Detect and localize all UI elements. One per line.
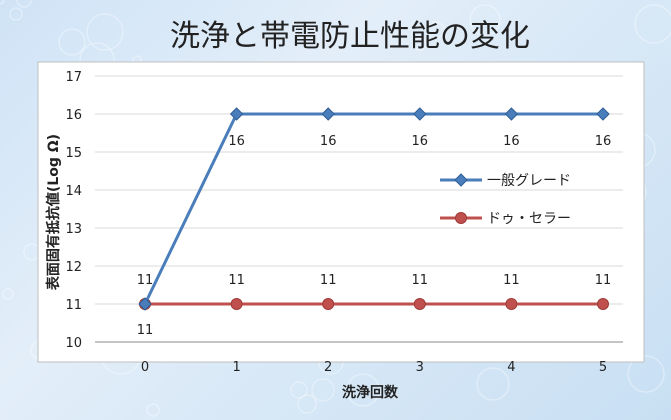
texture-bubble (290, 381, 308, 399)
texture-bubble (2, 288, 14, 300)
data-label: 11 (595, 273, 612, 288)
series-marker (138, 297, 152, 311)
x-tick-label: 3 (416, 360, 424, 375)
series-marker (596, 107, 610, 121)
y-axis-ticks: 10 11 12 13 14 15 16 17 (65, 70, 82, 351)
series (138, 107, 610, 311)
data-label: 16 (503, 134, 520, 149)
data-label: 11 (137, 323, 154, 338)
texture-bubble (346, 373, 380, 407)
series-marker (229, 107, 244, 121)
texture-bubble (427, 21, 445, 39)
data-label: 11 (320, 273, 337, 288)
texture-bubble (469, 4, 501, 36)
x-tick-label: 5 (599, 360, 607, 375)
texture-bubble (146, 403, 160, 417)
x-axis-ticks: 0 1 2 3 4 5 (141, 360, 607, 375)
x-tick-label: 1 (232, 360, 240, 375)
series-marker (597, 298, 609, 310)
series-marker (321, 107, 335, 121)
chart-title: 洗浄と帯電防止性能の変化 (170, 19, 530, 54)
series-marker (230, 298, 243, 310)
chart-area (37, 61, 645, 363)
series-marker (505, 298, 518, 310)
series-marker (413, 107, 427, 121)
y-tick-label: 17 (65, 70, 82, 85)
y-tick-label: 12 (65, 260, 82, 275)
data-label: 11 (503, 273, 520, 288)
texture-bubble (86, 13, 124, 51)
legend-label: ドゥ・セラー (487, 211, 571, 227)
texture-bubble (634, 4, 671, 44)
series-line (143, 112, 603, 305)
y-tick-label: 16 (65, 108, 82, 123)
data-labels: 11 16 16 16 16 16 11 11 11 11 11 11 (137, 134, 612, 338)
texture-bubble (58, 28, 86, 56)
texture-bubble (297, 394, 317, 414)
texture-bubble (413, 37, 427, 51)
y-tick-label: 10 (65, 336, 82, 351)
data-label: 11 (412, 273, 429, 288)
texture-bubble (9, 7, 23, 21)
data-label: 16 (228, 134, 245, 149)
texture-bubble (311, 378, 335, 402)
x-tick-label: 2 (324, 360, 332, 375)
x-axis-title: 洗浄回数 (342, 384, 399, 401)
y-axis-title: 表面固有抵抗値(Log Ω) (45, 134, 62, 291)
series-marker (504, 107, 519, 121)
texture-bubble (627, 355, 665, 393)
data-label: 16 (595, 134, 612, 149)
data-label: 16 (412, 134, 429, 149)
x-tick-label: 4 (507, 360, 515, 375)
x-tick-label: 0 (141, 360, 149, 375)
texture-bubble (476, 367, 510, 401)
y-tick-label: 14 (65, 184, 82, 199)
legend-marker (454, 173, 468, 187)
series-marker (322, 298, 335, 310)
series-marker (413, 298, 426, 310)
y-tick-label: 13 (65, 222, 82, 237)
data-label: 11 (228, 273, 245, 288)
texture-bubble (16, 0, 32, 8)
legend-label: 一般グレード (487, 173, 571, 189)
data-label: 11 (137, 273, 154, 288)
y-tick-label: 15 (65, 146, 82, 161)
y-tick-label: 11 (65, 298, 82, 313)
legend-marker (455, 212, 467, 224)
data-label: 16 (320, 134, 337, 149)
